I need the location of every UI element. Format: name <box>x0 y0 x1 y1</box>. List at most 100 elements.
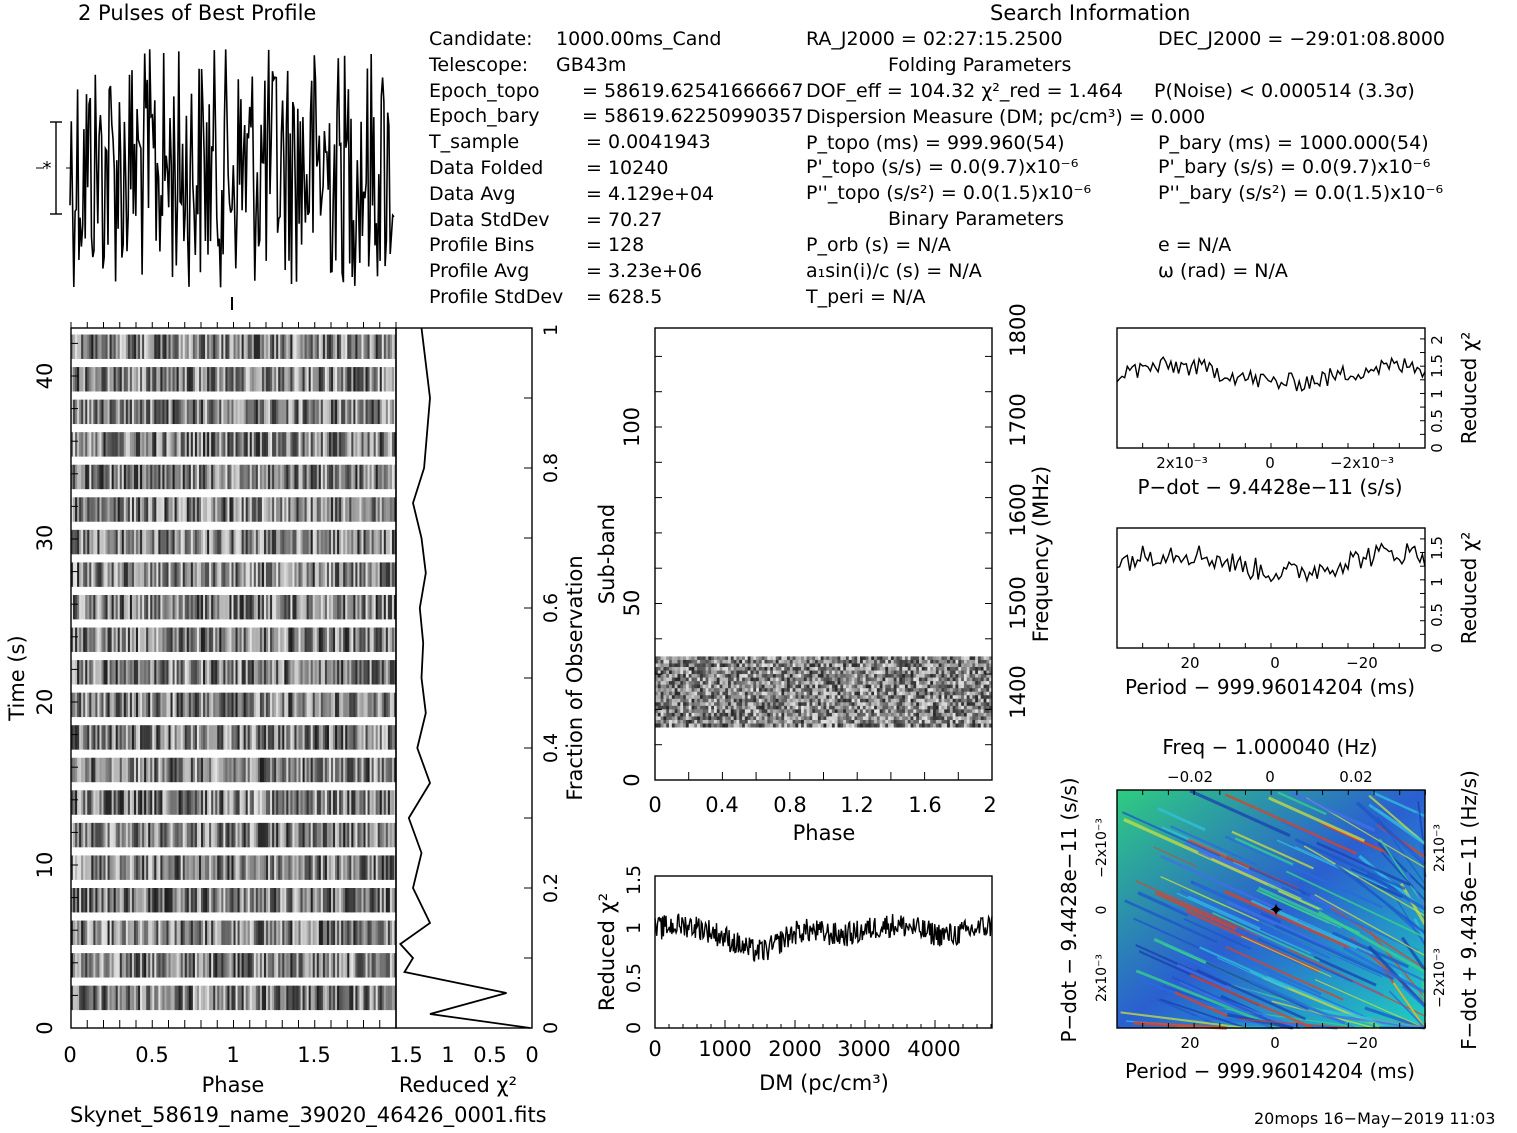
tp-cell <box>272 822 275 848</box>
tp-cell <box>172 920 176 945</box>
sb-cell <box>789 659 794 664</box>
tp-cell <box>176 790 180 815</box>
tp-cell <box>83 497 86 522</box>
tp-cell <box>101 757 104 783</box>
sb-cell <box>857 659 861 664</box>
tp-cell <box>335 692 338 718</box>
tp-cell <box>146 692 149 718</box>
sb-cell <box>815 656 819 661</box>
tp-cell <box>162 627 165 652</box>
sb-cell <box>691 659 695 664</box>
sb-cell <box>758 681 763 686</box>
info-value-8: = 128 <box>586 234 645 257</box>
sb-cell <box>952 695 956 700</box>
tp-cell <box>97 367 100 392</box>
tp-cell <box>113 334 117 359</box>
tp-cell <box>328 822 332 848</box>
sb-cell <box>728 656 732 661</box>
sb-cell <box>896 695 900 700</box>
sb-cell <box>792 681 796 686</box>
tp-cell <box>164 660 167 685</box>
tp-cell <box>219 790 222 815</box>
sb-cell <box>812 674 816 679</box>
tp-cell <box>182 562 186 587</box>
tp-cell <box>225 725 228 750</box>
sb-cell <box>683 674 687 679</box>
tp-cell <box>129 888 133 913</box>
tp-cell <box>168 953 172 978</box>
tp-cell <box>259 399 263 425</box>
tp-cell <box>91 920 94 945</box>
tp-cell <box>89 660 92 685</box>
tp-cell <box>172 725 176 750</box>
tp-cell <box>274 497 277 522</box>
sb-cell <box>778 667 782 672</box>
tp-cell <box>308 627 312 652</box>
tp-cell <box>276 529 279 555</box>
sb-cell <box>798 684 802 689</box>
sb-cell <box>702 670 707 675</box>
sb-cell <box>728 667 732 672</box>
tp-cell <box>205 529 208 555</box>
tp-cell <box>322 399 326 425</box>
tp-cell <box>182 985 186 1011</box>
tp-cell <box>318 888 322 913</box>
tp-cell <box>304 790 308 815</box>
tp-cell <box>247 627 251 652</box>
tp-cell <box>308 464 312 490</box>
sb-cell <box>972 677 976 682</box>
tp-cell <box>365 985 369 1011</box>
tp-cell <box>85 985 88 1011</box>
tp-cell <box>133 920 137 945</box>
tp-cell <box>361 790 364 815</box>
tp-cell <box>156 920 159 945</box>
sb-cell <box>935 695 940 700</box>
tp-cell <box>345 594 348 620</box>
tp-cell <box>300 594 304 620</box>
sb-cell <box>733 698 737 703</box>
tp-cell <box>109 367 113 392</box>
tp-cell <box>298 334 302 359</box>
sb-cell <box>924 688 928 693</box>
sb-cell <box>955 667 959 672</box>
tp-cell <box>316 790 320 815</box>
tp-cell <box>343 920 346 945</box>
tp-cell <box>129 790 133 815</box>
tp-cell <box>194 432 198 457</box>
sb-cell <box>786 663 791 668</box>
tp-cell <box>298 953 302 978</box>
tp-cell <box>168 985 172 1011</box>
tp-cell <box>359 888 362 913</box>
tp-cell <box>188 790 192 815</box>
sb-cell <box>697 691 701 696</box>
sb-cell <box>674 691 678 696</box>
sb-cell <box>840 659 844 664</box>
tp-cell <box>328 953 332 978</box>
sb-cell <box>736 659 740 664</box>
sb-cell <box>747 691 751 696</box>
tp-cell <box>381 627 385 652</box>
sb-cell <box>916 670 920 675</box>
tp-cell <box>296 790 299 815</box>
sb-cell <box>809 674 813 679</box>
sb-cell <box>935 667 940 672</box>
sb-cell <box>834 663 839 668</box>
tp-cell <box>73 562 76 587</box>
tp-cell <box>306 367 310 392</box>
tp-cell <box>257 953 261 978</box>
sb-cell <box>938 674 942 679</box>
tp-cell <box>192 692 196 718</box>
tp-cell <box>278 627 281 652</box>
tp-cell <box>178 594 182 620</box>
sb-cell <box>708 674 712 679</box>
tp-cell <box>97 529 100 555</box>
tp-cell <box>308 432 312 457</box>
tp-cell <box>221 855 224 880</box>
tp-cell <box>144 790 147 815</box>
sb-cell <box>713 691 718 696</box>
sb-cell <box>848 688 853 693</box>
tp-ytick-2: 20 <box>33 689 57 716</box>
tp-cell <box>387 562 391 587</box>
sb-cell <box>722 681 726 686</box>
tp-cell <box>233 399 237 425</box>
